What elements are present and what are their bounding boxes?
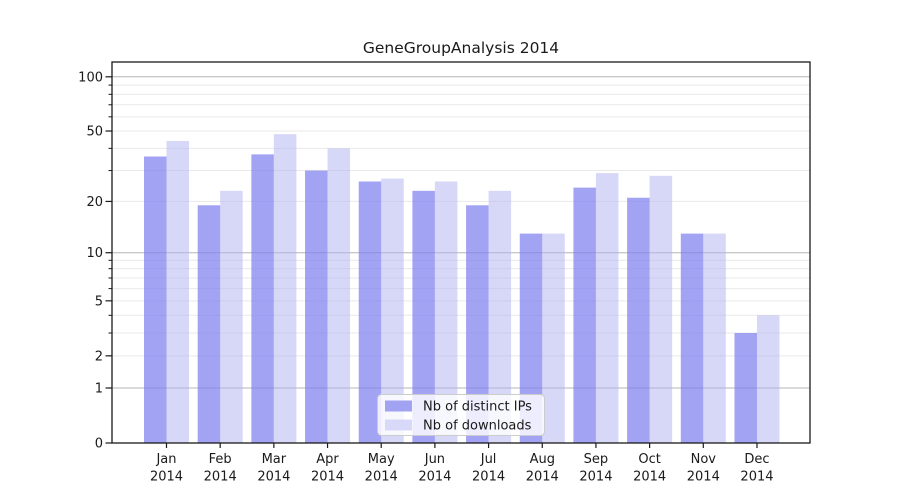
bar-distinct-ips [627,197,650,443]
chart-layer: 1005020105210Jan2014Feb2014Mar2014Apr201… [78,61,811,485]
bar-distinct-ips [466,205,489,443]
x-tick-label-month: Jul [480,452,497,467]
bar-downloads [166,140,189,443]
x-tick-label-month: Oct [638,452,660,467]
bar-downloads [327,148,351,443]
x-tick-label-year: 2014 [150,470,183,485]
bar-distinct-ips [680,233,704,443]
bar-distinct-ips [412,190,435,443]
bar-downloads [488,190,512,443]
bar-distinct-ips [358,181,382,443]
y-tick-label: 50 [86,125,103,140]
bar-downloads [703,233,726,443]
x-tick-label-year: 2014 [418,470,451,485]
bar-distinct-ips [197,205,221,443]
x-tick-label-month: Aug [530,452,555,467]
x-tick-label-month: Jan [155,452,176,467]
x-tick-label-year: 2014 [472,470,505,485]
x-tick-label-year: 2014 [204,470,237,485]
x-tick-label-month: Nov [691,452,717,467]
bar-downloads [220,190,243,443]
bar-distinct-ips [519,233,543,443]
x-tick-label-year: 2014 [740,470,773,485]
y-tick-label: 100 [78,70,103,85]
x-tick-label-month: Mar [262,452,287,467]
x-tick-label-month: Feb [209,452,232,467]
bar-downloads [756,315,780,443]
y-tick-label: 0 [95,437,103,452]
legend-swatch-distinct-ips-icon [385,400,412,412]
legend-box [377,394,545,436]
y-tick-label: 2 [95,349,103,364]
bar-distinct-ips [251,154,274,443]
legend-swatch-downloads-icon [385,419,412,431]
bar-downloads [381,178,404,443]
bar-downloads [542,233,565,443]
legend-label-distinct-ips: Nb of distinct IPs [423,400,532,415]
x-tick-label-month: Dec [744,452,769,467]
y-tick-label: 20 [86,195,103,210]
x-tick-label-year: 2014 [526,470,559,485]
bar-downloads [434,181,458,443]
bar-downloads [649,175,673,443]
y-tick-label: 1 [95,382,103,397]
x-tick-label-month: Apr [316,452,339,467]
bar-downloads [595,173,619,443]
x-tick-label-year: 2014 [579,470,612,485]
legend: Nb of distinct IPs Nb of downloads [377,394,545,436]
chart-title: GeneGroupAnalysis 2014 [363,39,559,57]
x-tick-label-month: Sep [584,452,609,467]
y-tick-label: 5 [95,294,103,309]
x-tick-label-year: 2014 [311,470,344,485]
x-tick-label-year: 2014 [257,470,290,485]
x-tick-label-month: May [368,452,395,467]
bar-distinct-ips [573,187,596,443]
bar-distinct-ips [734,333,757,443]
x-tick-label-year: 2014 [365,470,398,485]
legend-label-downloads: Nb of downloads [423,419,532,434]
bar-distinct-ips [144,156,167,443]
x-tick-label-month: Jun [424,452,445,467]
bar-downloads [273,134,297,443]
y-tick-label: 10 [86,246,103,261]
bar-distinct-ips [305,170,328,444]
x-tick-label-year: 2014 [687,470,720,485]
x-tick-label-year: 2014 [633,470,666,485]
